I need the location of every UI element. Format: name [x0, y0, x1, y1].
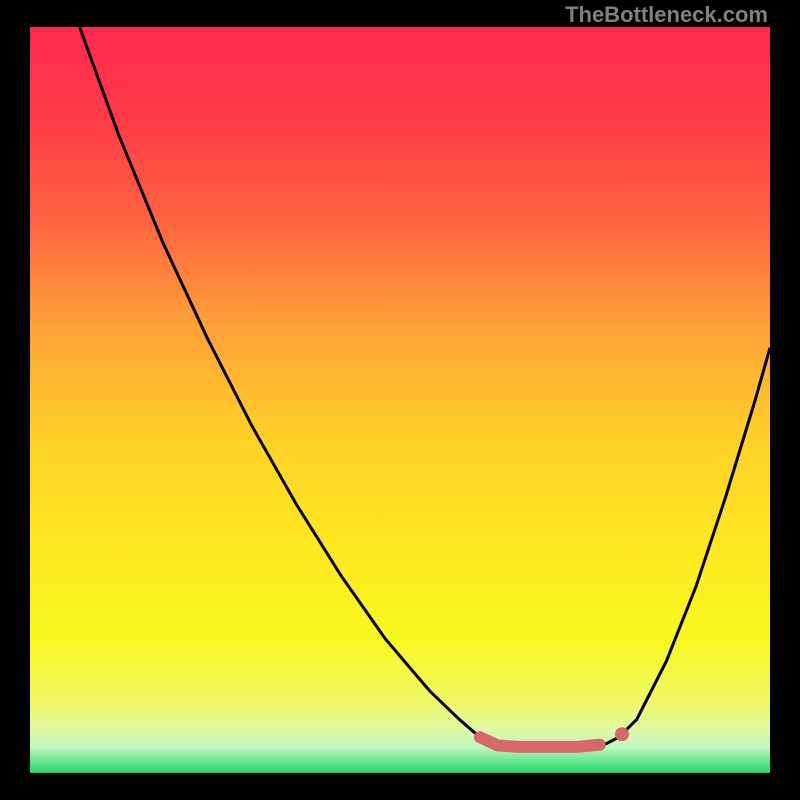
bottleneck-curve: [80, 27, 770, 748]
watermark-text: TheBottleneck.com: [565, 2, 768, 28]
curves-overlay: [30, 27, 770, 773]
plot-area: [30, 27, 770, 773]
optimal-range-band: [480, 737, 600, 747]
chart-container: TheBottleneck.com: [0, 0, 800, 800]
optimal-point-marker: [615, 727, 629, 741]
